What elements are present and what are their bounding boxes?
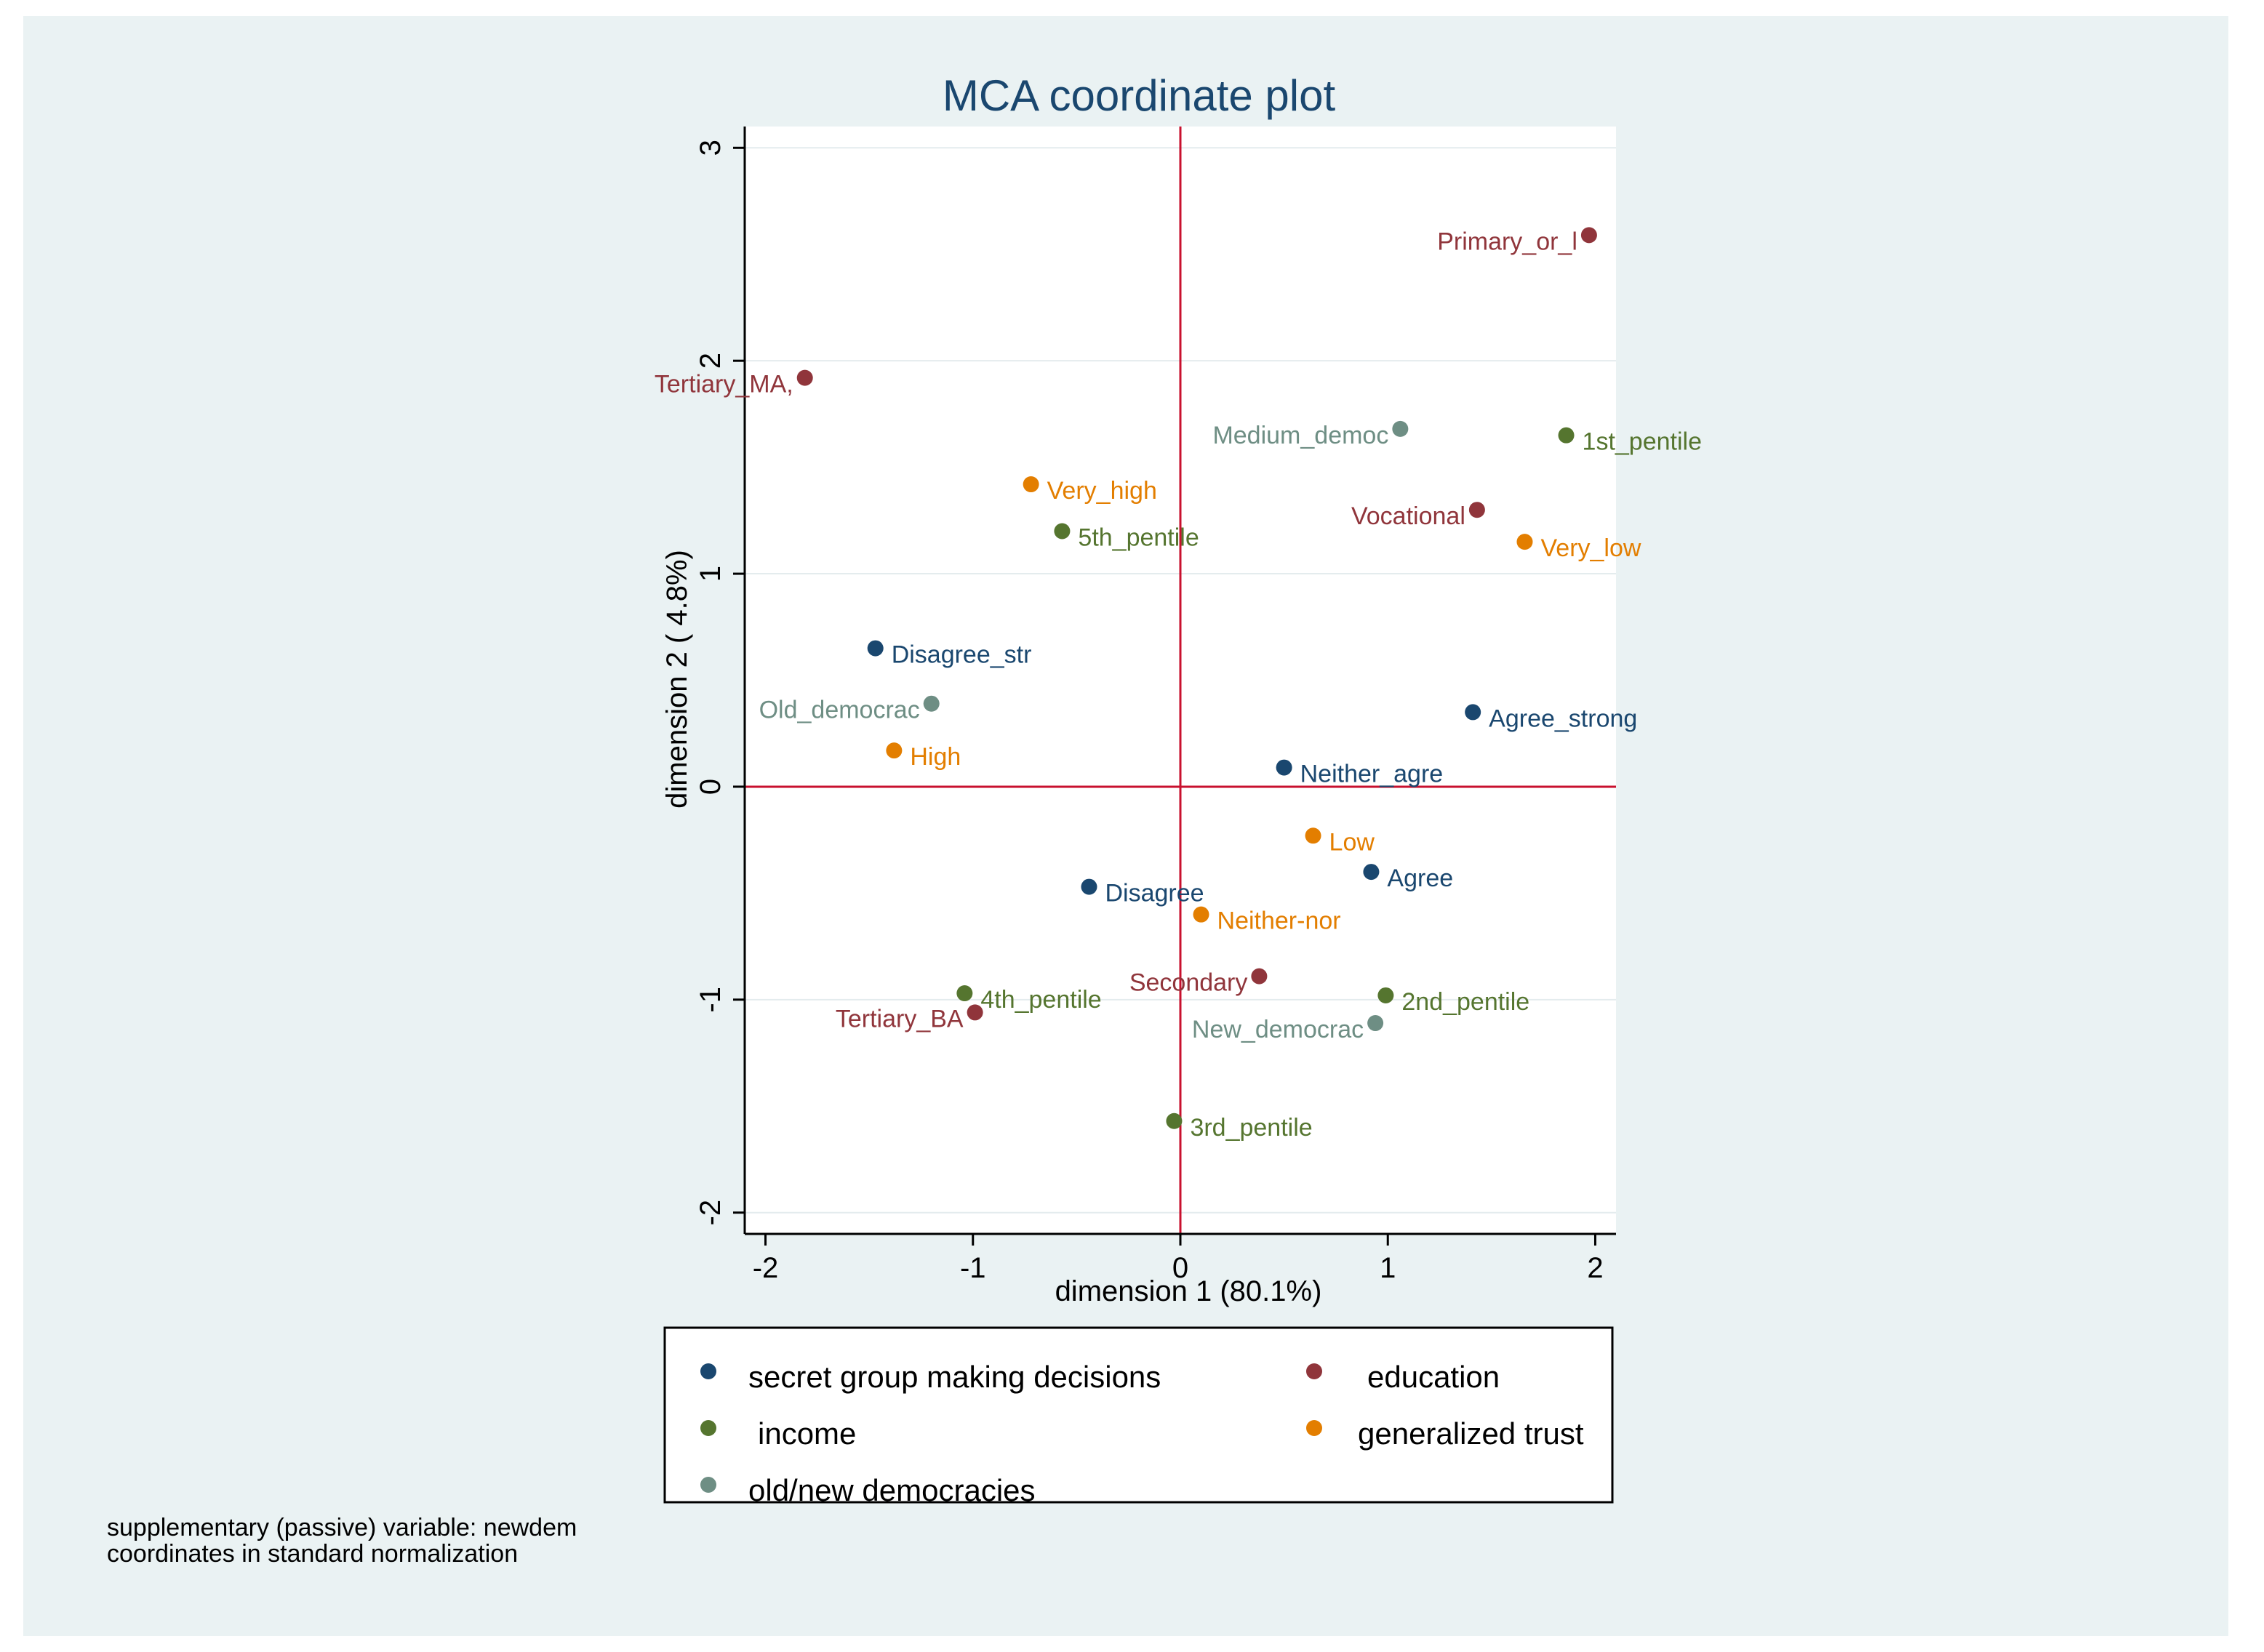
y-tick-label: 1 — [695, 566, 727, 582]
legend — [663, 1326, 1614, 1504]
point-label: Primary_or_l — [1437, 228, 1577, 255]
chart-title: MCA coordinate plot — [943, 71, 1336, 120]
legend-label: old/new democracies — [748, 1473, 1036, 1507]
data-point — [967, 1004, 983, 1021]
point-label: 4th_pentile — [980, 986, 1101, 1014]
legend-marker — [1306, 1420, 1322, 1436]
y-tick-label: 2 — [695, 353, 727, 369]
point-label: Very_low — [1540, 534, 1641, 562]
point-label: Old_democrac — [759, 697, 920, 724]
legend-items: secret group making decisions education in… — [700, 1360, 1584, 1507]
legend-label: education — [1367, 1360, 1500, 1394]
data-point — [1276, 759, 1292, 776]
legend-label: generalized trust — [1358, 1416, 1584, 1451]
legend-marker — [700, 1363, 716, 1379]
legend-marker — [1306, 1363, 1322, 1379]
point-label: 2nd_pentile — [1401, 988, 1529, 1016]
y-axis-ticks: -2 -1 0 1 2 3 — [695, 140, 745, 1226]
point-label: Low — [1329, 828, 1375, 856]
point-label: Very_high — [1047, 477, 1157, 505]
data-point — [1367, 1015, 1384, 1032]
data-point — [1465, 704, 1481, 721]
x-axis-ticks: -2 -1 0 1 2 — [753, 1234, 1604, 1284]
data-point — [1166, 1112, 1183, 1129]
data-point — [1377, 987, 1394, 1003]
point-label: Agree — [1387, 865, 1453, 892]
point-label: Neither_agre — [1300, 761, 1444, 788]
y-tick-label: 0 — [695, 779, 727, 795]
data-point — [796, 369, 813, 386]
y-tick-label: -2 — [695, 1200, 727, 1226]
x-axis-label: dimension 1 (80.1%) — [1055, 1275, 1322, 1307]
data-point — [1516, 534, 1533, 550]
data-point — [1392, 420, 1409, 437]
point-label: Neither-nor — [1217, 907, 1341, 935]
data-point — [867, 640, 884, 657]
data-point — [1363, 864, 1380, 881]
x-tick-label: -2 — [753, 1252, 779, 1284]
data-point — [923, 695, 940, 712]
x-tick-label: 1 — [1380, 1252, 1396, 1284]
y-tick-label: 3 — [695, 140, 727, 156]
point-label: Secondary — [1129, 969, 1248, 997]
legend-marker — [700, 1420, 716, 1436]
y-tick-label: -1 — [695, 987, 727, 1013]
data-point — [1468, 502, 1485, 518]
point-label: Medium_democ — [1212, 422, 1388, 449]
data-point — [1054, 523, 1071, 540]
data-points: Agree_strong Agree Neither_agre Disagree Dis… — [655, 227, 1702, 1142]
point-label: 3rd_pentile — [1190, 1114, 1312, 1142]
data-point — [1251, 968, 1268, 985]
data-point — [1023, 476, 1039, 493]
point-label: Tertiary_BA — [836, 1005, 964, 1032]
x-tick-label: 2 — [1587, 1252, 1603, 1284]
data-point — [1193, 906, 1209, 923]
mca-chart: MCA coordinate plot -2 -1 0 1 2 -2 -1 0 1 2 3 dim… — [655, 71, 1702, 1507]
point-label: 1st_pentile — [1583, 428, 1702, 456]
point-label: Disagree — [1105, 880, 1204, 907]
data-point — [956, 985, 973, 1002]
reference-lines — [745, 127, 1616, 1234]
y-axis-label: dimension 2 ( 4.8%) — [661, 550, 693, 809]
point-label: 5th_pentile — [1078, 524, 1199, 551]
legend-marker — [700, 1477, 716, 1493]
data-point — [1558, 427, 1575, 444]
x-tick-label: -1 — [960, 1252, 986, 1284]
legend-label: income — [758, 1416, 856, 1451]
point-label: High — [910, 743, 961, 771]
data-point — [1580, 227, 1597, 244]
point-label: Agree_strong — [1489, 705, 1637, 732]
data-point — [886, 742, 903, 759]
note-supplementary: supplementary (passive) variable: newdem — [107, 1514, 577, 1541]
data-point — [1081, 878, 1097, 895]
point-label: Tertiary_MA, — [655, 371, 793, 398]
point-label: Disagree_str — [892, 641, 1032, 669]
data-point — [1305, 827, 1321, 844]
point-label: New_democrac — [1192, 1016, 1364, 1043]
note-normalization: coordinates in standard normalization — [107, 1540, 519, 1568]
graph-region: MCA coordinate plot -2 -1 0 1 2 -2 -1 0 1 2 3 dim… — [23, 16, 2228, 1636]
x-tick-label: 0 — [1172, 1252, 1188, 1284]
point-label: Vocational — [1351, 502, 1465, 530]
legend-label: secret group making decisions — [748, 1360, 1161, 1394]
